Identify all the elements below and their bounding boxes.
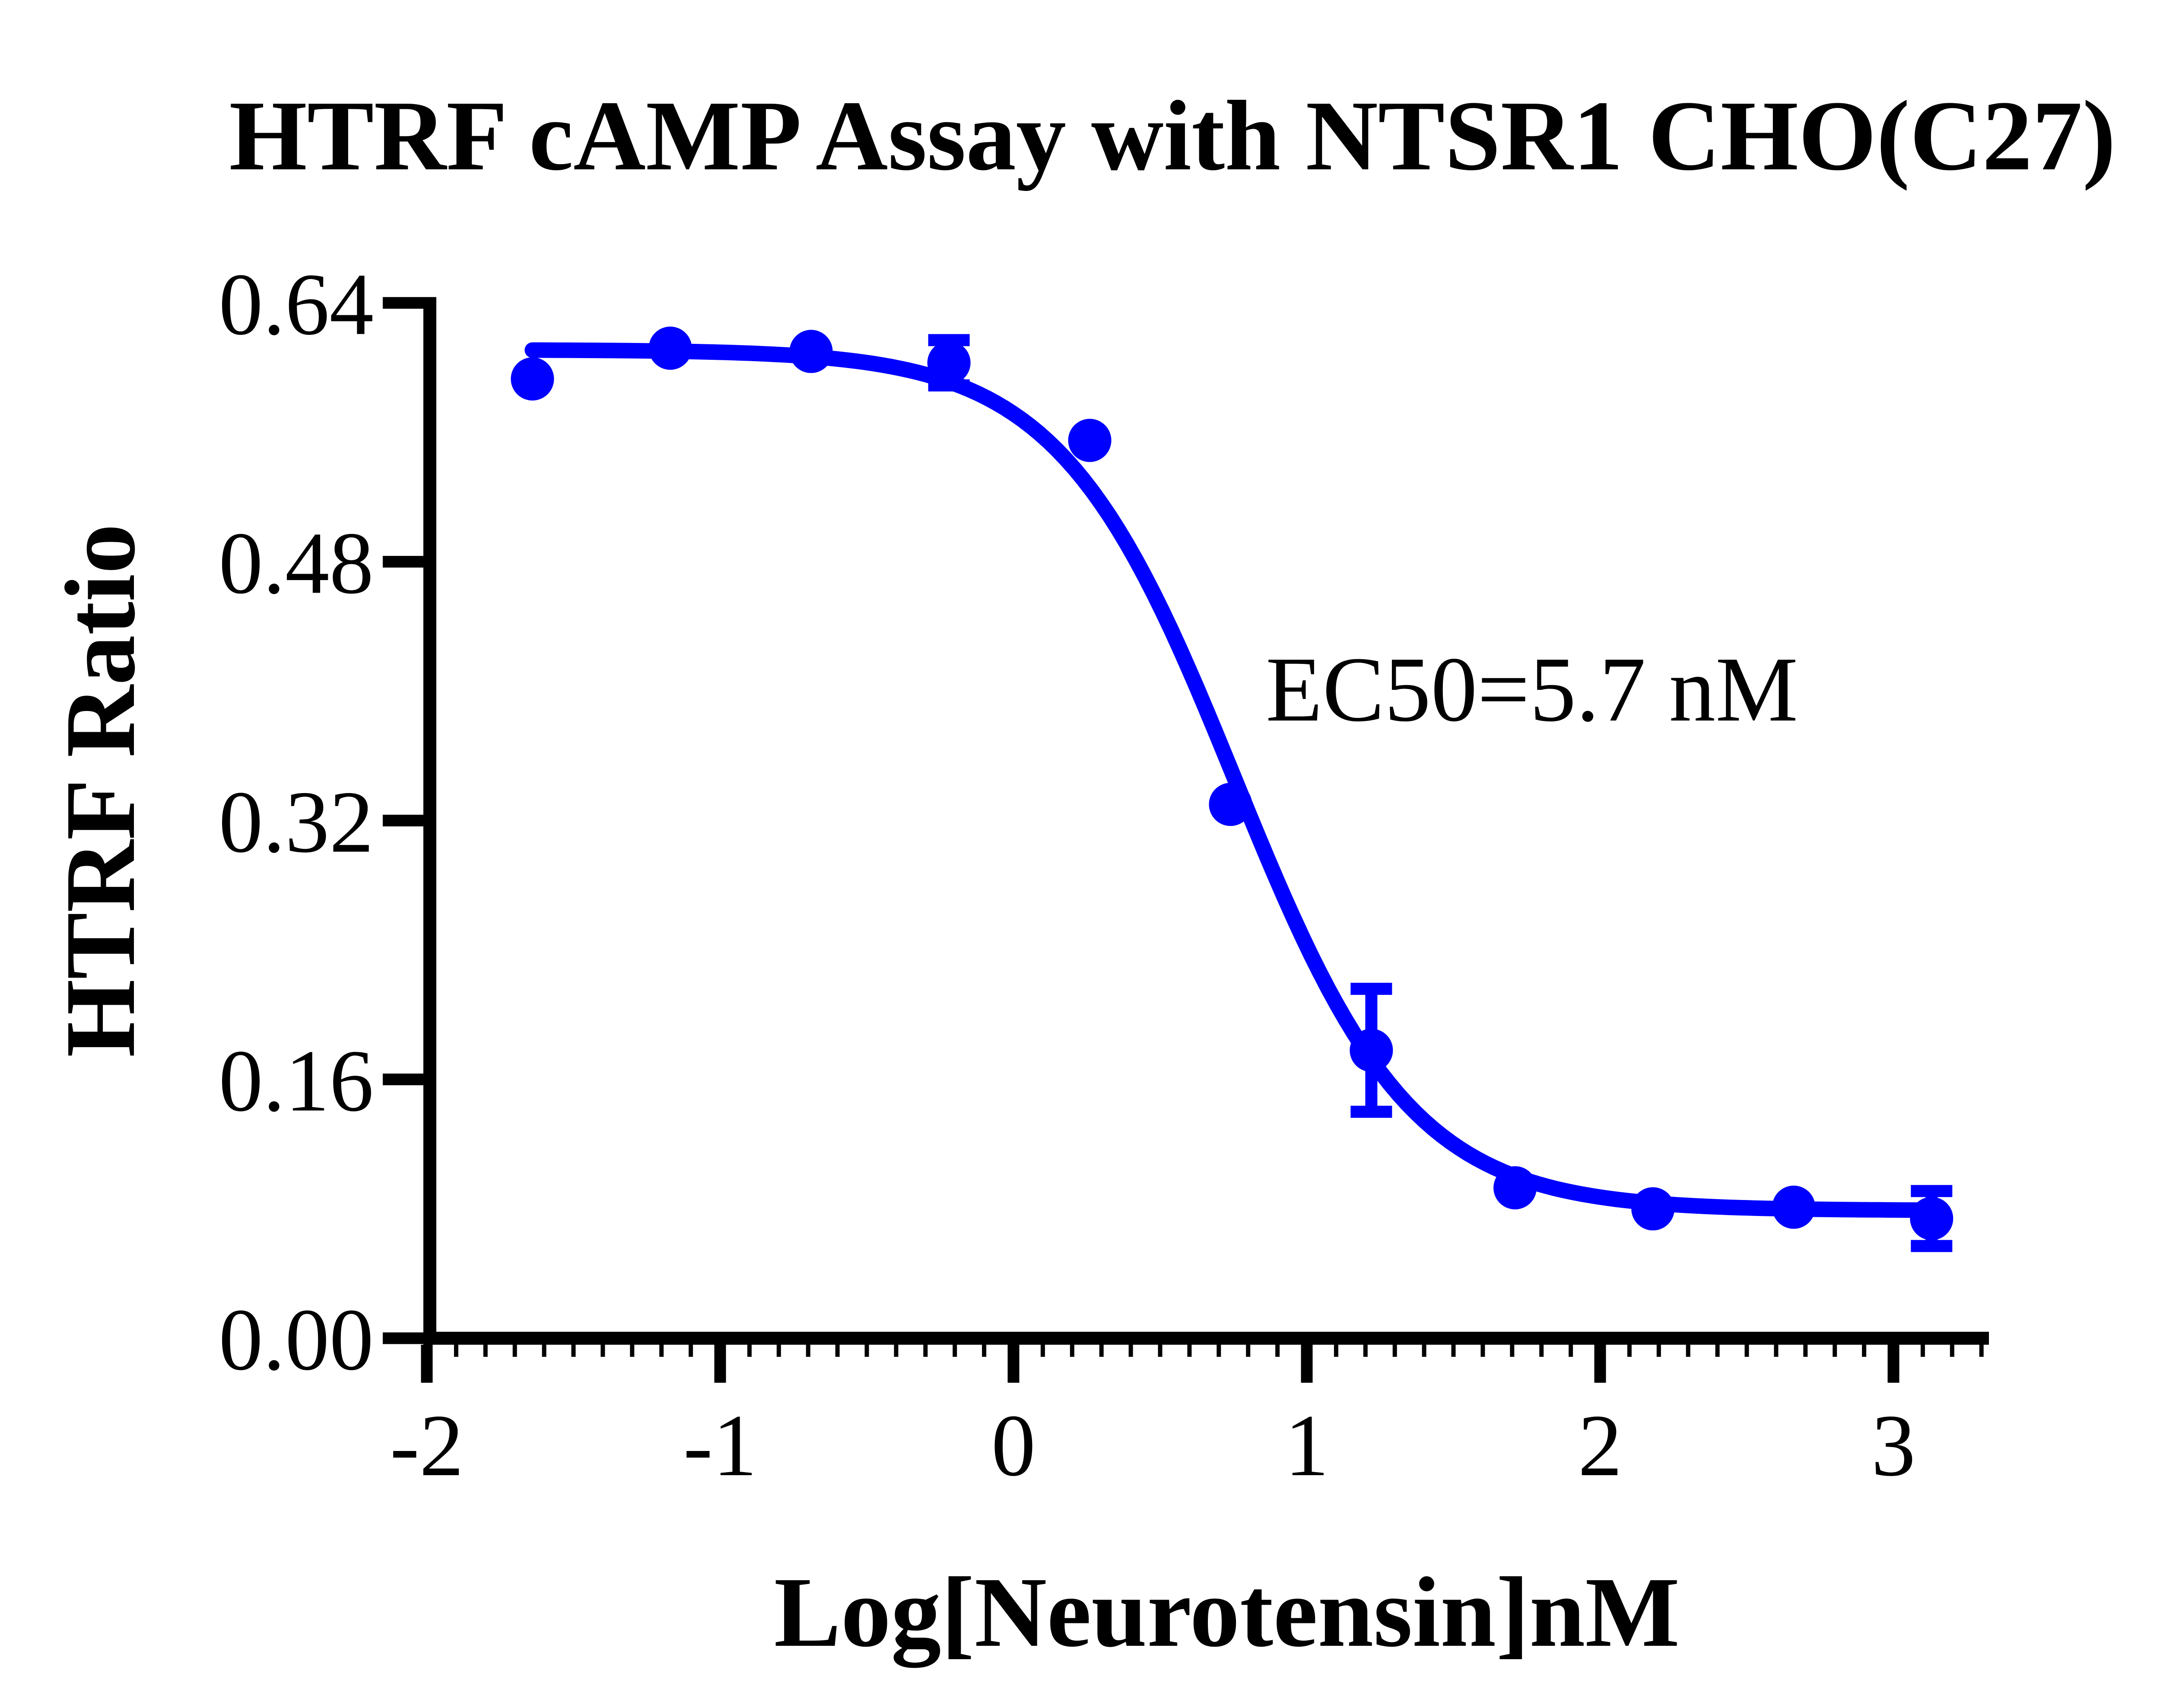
- x-tick: [1007, 1345, 1020, 1383]
- tick-label-layer: 0.64 0.48 0.32 0.16 0.00-2 -1 0 1 2 3: [219, 255, 1915, 1495]
- x-minor-tick: [1862, 1345, 1867, 1357]
- x-tick: [1594, 1345, 1606, 1383]
- x-minor-tick: [1979, 1345, 1984, 1357]
- x-axis-line: [423, 1332, 1989, 1345]
- x-minor-tick: [1392, 1345, 1397, 1357]
- x-tick-label: -2: [390, 1397, 464, 1495]
- x-minor-tick: [982, 1345, 987, 1357]
- x-minor-tick: [512, 1345, 517, 1357]
- x-minor-tick: [776, 1345, 781, 1357]
- ec50-annotation: EC50=5.7 nM: [1266, 638, 1798, 741]
- x-minor-tick: [894, 1345, 899, 1357]
- x-minor-tick: [1246, 1345, 1251, 1357]
- data-point: [1350, 1029, 1393, 1072]
- x-minor-tick: [1510, 1345, 1515, 1357]
- x-minor-tick: [1275, 1345, 1280, 1357]
- x-minor-tick: [1070, 1345, 1074, 1357]
- y-axis-title: HTRF Ratio: [45, 524, 156, 1057]
- x-minor-tick: [1744, 1345, 1749, 1357]
- x-minor-tick: [1128, 1345, 1133, 1357]
- y-tick-label: 0.64: [219, 255, 374, 353]
- data-point: [1910, 1197, 1954, 1240]
- x-minor-tick: [1539, 1345, 1544, 1357]
- data-point: [511, 357, 554, 401]
- y-tick-label: 0.16: [219, 1032, 374, 1130]
- x-minor-tick: [923, 1345, 928, 1357]
- x-minor-tick: [1774, 1345, 1779, 1357]
- y-tick: [383, 1073, 423, 1086]
- x-minor-tick: [1040, 1345, 1045, 1357]
- x-minor-tick: [1715, 1345, 1720, 1357]
- x-minor-tick: [542, 1345, 546, 1357]
- x-minor-tick: [806, 1345, 810, 1357]
- x-minor-tick: [1451, 1345, 1456, 1357]
- y-tick: [383, 1332, 423, 1344]
- x-minor-tick: [483, 1345, 488, 1357]
- x-tick-label: 0: [991, 1397, 1036, 1495]
- data-point: [927, 341, 971, 384]
- x-minor-tick: [1950, 1345, 1954, 1357]
- x-minor-tick: [1627, 1345, 1632, 1357]
- x-minor-tick: [1363, 1345, 1368, 1357]
- x-minor-tick: [1833, 1345, 1837, 1357]
- x-tick: [714, 1345, 726, 1383]
- data-point: [789, 330, 833, 373]
- data-point: [1209, 783, 1252, 826]
- y-tick-label: 0.00: [219, 1291, 374, 1389]
- x-minor-tick: [1158, 1345, 1163, 1357]
- series-layer: [511, 327, 1954, 1252]
- x-minor-tick: [689, 1345, 693, 1357]
- data-point: [1493, 1166, 1537, 1210]
- x-tick: [1887, 1345, 1900, 1383]
- x-minor-tick: [1334, 1345, 1338, 1357]
- x-tick-label: -1: [683, 1397, 757, 1495]
- y-tick-label: 0.32: [219, 773, 374, 871]
- x-tick-label: 3: [1871, 1397, 1916, 1495]
- x-minor-tick: [1187, 1345, 1192, 1357]
- x-minor-tick: [747, 1345, 752, 1357]
- x-minor-tick: [1480, 1345, 1485, 1357]
- x-minor-tick: [1422, 1345, 1426, 1357]
- x-minor-tick: [1656, 1345, 1661, 1357]
- x-minor-tick: [835, 1345, 840, 1357]
- x-minor-tick: [600, 1345, 605, 1357]
- x-tick-label: 1: [1285, 1397, 1329, 1495]
- x-minor-tick: [630, 1345, 635, 1357]
- x-tick: [421, 1345, 433, 1383]
- x-minor-tick: [1217, 1345, 1221, 1357]
- chart-title: HTRF cAMP Assay with NTSR1 CHO(C27): [229, 80, 2116, 191]
- y-tick-label: 0.48: [219, 514, 374, 612]
- data-point: [1772, 1185, 1816, 1229]
- data-point: [1631, 1187, 1675, 1231]
- x-minor-tick: [864, 1345, 869, 1357]
- x-minor-tick: [1920, 1345, 1925, 1357]
- x-minor-tick: [659, 1345, 664, 1357]
- x-minor-tick: [1686, 1345, 1690, 1357]
- x-tick: [1301, 1345, 1313, 1383]
- y-tick: [383, 815, 423, 827]
- x-axis-title: Log[Neurotensin]nM: [774, 1557, 1680, 1668]
- x-minor-tick: [454, 1345, 458, 1357]
- y-tick: [383, 556, 423, 568]
- data-point: [1068, 419, 1112, 462]
- x-tick-label: 2: [1578, 1397, 1623, 1495]
- x-minor-tick: [1803, 1345, 1808, 1357]
- x-minor-tick: [571, 1345, 576, 1357]
- y-axis-line: [423, 297, 436, 1345]
- x-minor-tick: [1569, 1345, 1573, 1357]
- data-point: [648, 327, 692, 370]
- axes-layer: [383, 297, 1989, 1383]
- x-minor-tick: [1099, 1345, 1104, 1357]
- fit-curve: [524, 342, 1940, 1218]
- y-tick: [383, 297, 423, 309]
- x-minor-tick: [953, 1345, 957, 1357]
